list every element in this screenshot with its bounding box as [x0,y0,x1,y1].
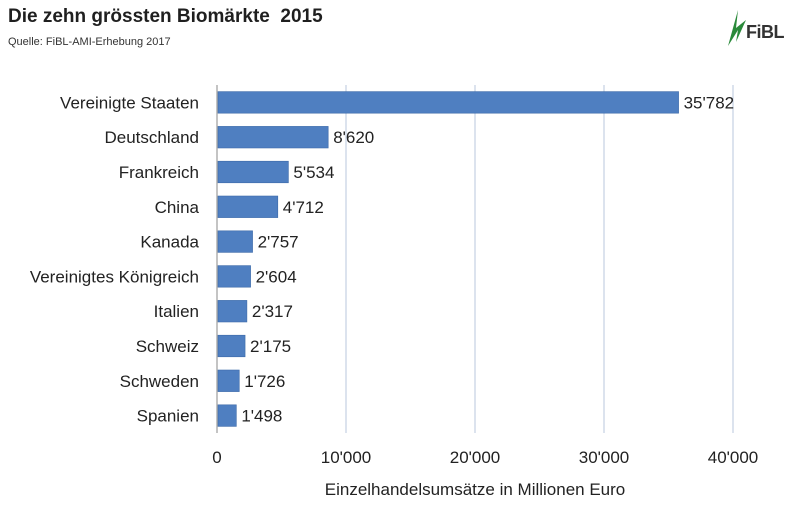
bar [217,230,253,253]
chart-source: Quelle: FiBL-AMI-Erhebung 2017 [8,36,171,48]
bar [217,126,329,149]
bar [217,404,237,427]
value-label: 5'534 [293,163,334,182]
bar [217,334,246,358]
category-label: China [155,198,200,217]
value-label: 2'757 [258,233,299,252]
bar [217,300,248,323]
x-tick-label: 10'000 [321,448,372,467]
value-label: 4'712 [283,198,324,217]
category-label: Spanien [137,407,199,426]
value-label: 2'175 [250,337,291,356]
category-label: Vereinigtes Königreich [30,267,199,286]
category-label: Schweiz [136,337,199,356]
category-label: Italien [154,302,199,321]
bar [217,195,279,218]
value-label: 35'782 [684,93,735,112]
bar [217,369,240,392]
bar [217,160,289,184]
category-label: Vereinigte Staaten [60,93,199,112]
category-label: Kanada [140,233,199,252]
value-label: 1'498 [241,407,282,426]
category-label: Schweden [120,372,199,391]
chart-title: Die zehn grössten Biomärkte 2015 [8,6,323,27]
value-label: 8'620 [333,128,374,147]
category-label: Deutschland [104,128,199,147]
x-tick-label: 30'000 [579,448,630,467]
bar [217,265,251,288]
x-tick-label: 40'000 [708,448,759,467]
x-axis-label: Einzelhandelsumsätze in Millionen Euro [325,480,626,499]
fibl-logo-text: FiBL [746,22,785,42]
value-label: 1'726 [244,372,285,391]
value-label: 2'317 [252,302,293,321]
x-tick-label: 20'000 [450,448,501,467]
value-label: 2'604 [256,267,297,286]
fibl-logo-icon [728,10,746,46]
category-label: Frankreich [119,163,199,182]
bar [217,91,679,114]
x-tick-label: 0 [212,448,221,467]
